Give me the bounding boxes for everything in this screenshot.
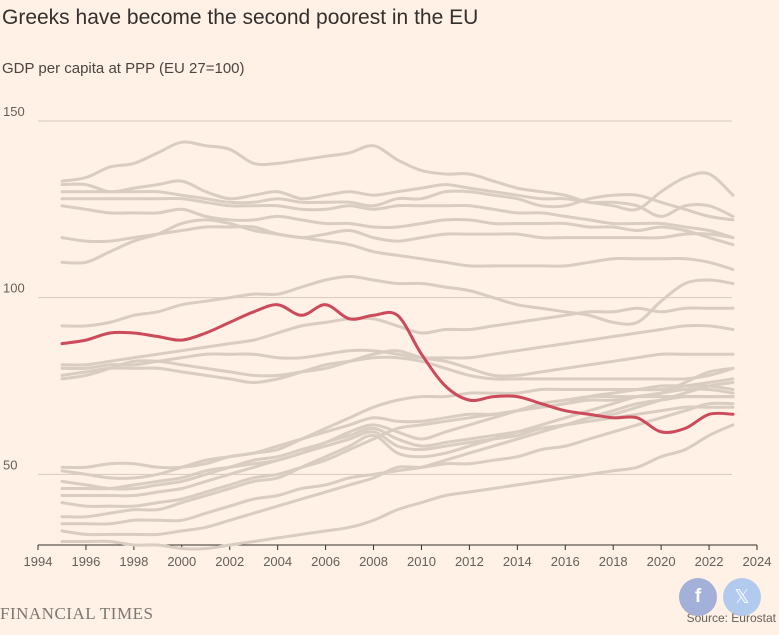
series-line-other (60, 140, 735, 218)
x-share-icon[interactable]: 𝕏 (723, 578, 761, 616)
x-tick-label: 2006 (311, 554, 340, 569)
series-line-other (60, 349, 735, 381)
line-chart: 50 100 150 1994 1996 1998 2000 2002 2004 2006 2008… (3, 104, 772, 569)
series-line-other (60, 377, 735, 480)
x-tick-label: 1996 (71, 554, 100, 569)
series-line-other (60, 306, 735, 367)
y-tick-label: 100 (3, 281, 25, 296)
x-tick-label: 1998 (119, 554, 148, 569)
series-line-other (60, 275, 735, 328)
series-line-other (60, 394, 735, 526)
series-line-other (60, 189, 735, 222)
x-tick-label: 2024 (743, 554, 772, 569)
chart-subtitle: GDP per capita at PPP (EU 27=100) (2, 60, 245, 77)
series-line-greece (60, 303, 735, 435)
x-tick-label: 2004 (263, 554, 292, 569)
x-tick-label: 2018 (599, 554, 628, 569)
series-line-other (60, 204, 735, 247)
facebook-share-icon[interactable]: f (679, 578, 717, 616)
x-tick-label: 2010 (407, 554, 436, 569)
series-line-other (60, 384, 735, 470)
series-line-other (60, 224, 735, 271)
x-tick-label: 2012 (455, 554, 484, 569)
y-tick-label: 50 (3, 457, 17, 472)
x-tick-label: 2014 (503, 554, 532, 569)
x-tick-label: 2016 (551, 554, 580, 569)
series-line-other (60, 401, 735, 537)
x-tick-label: 2020 (647, 554, 676, 569)
series-line-other (60, 196, 735, 240)
x-tick-label: 2002 (215, 554, 244, 569)
series-line-other (60, 171, 735, 212)
x-tick-label: 2000 (167, 554, 196, 569)
series-line-other (60, 323, 735, 371)
series-line-other (60, 394, 735, 491)
chart-title: Greeks have become the second poorest in… (2, 6, 479, 29)
y-tick-label: 150 (3, 104, 25, 119)
series-line-other (60, 387, 735, 508)
x-tick-label: 1994 (24, 554, 53, 569)
series-line-other (60, 381, 735, 491)
series-line-other (60, 423, 735, 551)
series-line-other (60, 366, 735, 519)
x-tick-label: 2022 (695, 554, 724, 569)
brand-logo: FINANCIAL TIMES (0, 604, 154, 623)
series-line-other (60, 355, 735, 384)
x-tick-label: 2008 (359, 554, 388, 569)
source-note: Source: Eurostat (686, 611, 776, 625)
series-line-other (60, 218, 735, 265)
